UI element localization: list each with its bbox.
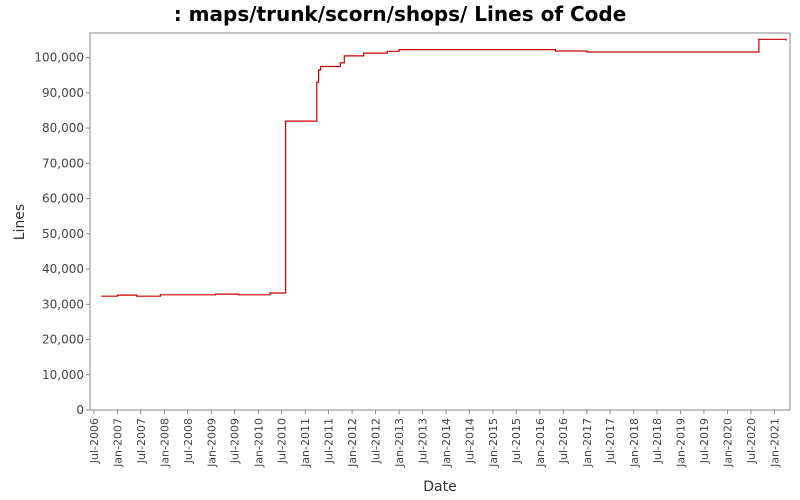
- data-point: [116, 294, 119, 296]
- x-tick-label: Jul-2010: [276, 418, 289, 464]
- x-tick-label: Jan-2015: [487, 418, 500, 468]
- y-axis-label: Lines: [12, 204, 28, 240]
- x-tick-label: Jan-2017: [581, 418, 594, 468]
- data-point: [339, 62, 341, 64]
- y-tick-label: 30,000: [42, 297, 84, 311]
- data-point: [785, 39, 787, 41]
- data-point: [317, 69, 320, 71]
- data-point: [554, 50, 556, 52]
- data-point: [398, 48, 400, 51]
- x-tick-label: Jul-2018: [651, 418, 664, 464]
- x-axis-label: Date: [423, 479, 456, 495]
- y-tick-label: 40,000: [42, 262, 84, 276]
- y-tick-label: 80,000: [42, 121, 84, 135]
- data-point: [238, 294, 240, 296]
- x-tick-label: Jul-2013: [416, 418, 429, 464]
- data-point: [386, 50, 388, 52]
- x-tick-label: Jan-2020: [722, 418, 735, 468]
- x-tick-label: Jul-2016: [557, 418, 570, 464]
- data-point: [758, 38, 760, 40]
- x-tick-label: Jan-2021: [769, 418, 782, 468]
- x-tick-label: Jan-2007: [111, 418, 124, 468]
- data-point: [214, 293, 217, 295]
- data-point: [586, 51, 588, 53]
- data-point: [101, 295, 103, 297]
- series-layer: [101, 38, 787, 297]
- x-axis: Jul-2006 Jan-2007 Jul-2007 Jan-2008 Jul-2008…: [88, 410, 782, 468]
- data-point: [284, 120, 287, 122]
- y-tick-label: 10,000: [42, 368, 84, 382]
- x-tick-label: Jul-2020: [745, 418, 758, 464]
- data-point: [316, 81, 318, 83]
- x-tick-label: Jan-2013: [393, 418, 406, 468]
- x-tick-label: Jan-2012: [346, 418, 359, 468]
- y-tick-label: 90,000: [42, 86, 84, 100]
- y-tick-label: 100,000: [34, 51, 84, 65]
- y-tick-label: 50,000: [42, 227, 84, 241]
- y-axis: 0 10,000 20,000 30,000 40,000 50,000 60,000 70,…: [34, 51, 90, 417]
- data-point: [159, 294, 162, 296]
- y-tick-label: 60,000: [42, 192, 84, 206]
- x-tick-label: Jul-2011: [322, 418, 335, 464]
- y-tick-label: 0: [76, 403, 84, 417]
- x-tick-label: Jan-2010: [252, 418, 265, 468]
- x-tick-label: Jul-2014: [463, 418, 476, 464]
- plot-area: [89, 32, 791, 411]
- x-tick-label: Jan-2008: [158, 418, 171, 468]
- x-tick-label: Jul-2006: [88, 418, 101, 464]
- y-tick-label: 20,000: [42, 333, 84, 347]
- x-tick-label: Jul-2019: [698, 418, 711, 464]
- data-point: [136, 295, 138, 297]
- x-tick-label: Jan-2014: [440, 418, 453, 468]
- data-point: [269, 292, 271, 294]
- x-tick-label: Jul-2015: [510, 418, 523, 464]
- chart-title: : maps/trunk/scorn/shops/ Lines of Code: [173, 2, 627, 26]
- data-point: [320, 65, 322, 68]
- x-tick-label: Jul-2017: [604, 418, 617, 464]
- x-tick-label: Jul-2008: [182, 418, 195, 464]
- y-tick-label: 70,000: [42, 156, 84, 170]
- x-tick-label: Jan-2009: [205, 418, 218, 468]
- x-tick-label: Jan-2019: [675, 418, 688, 468]
- data-point: [343, 55, 345, 57]
- x-tick-label: Jul-2007: [135, 418, 148, 464]
- x-tick-label: Jan-2011: [299, 418, 312, 468]
- x-tick-label: Jan-2016: [534, 418, 547, 468]
- x-tick-label: Jul-2009: [229, 418, 242, 464]
- data-point: [363, 52, 365, 54]
- x-tick-label: Jan-2018: [628, 418, 641, 468]
- x-tick-label: Jul-2012: [369, 418, 382, 464]
